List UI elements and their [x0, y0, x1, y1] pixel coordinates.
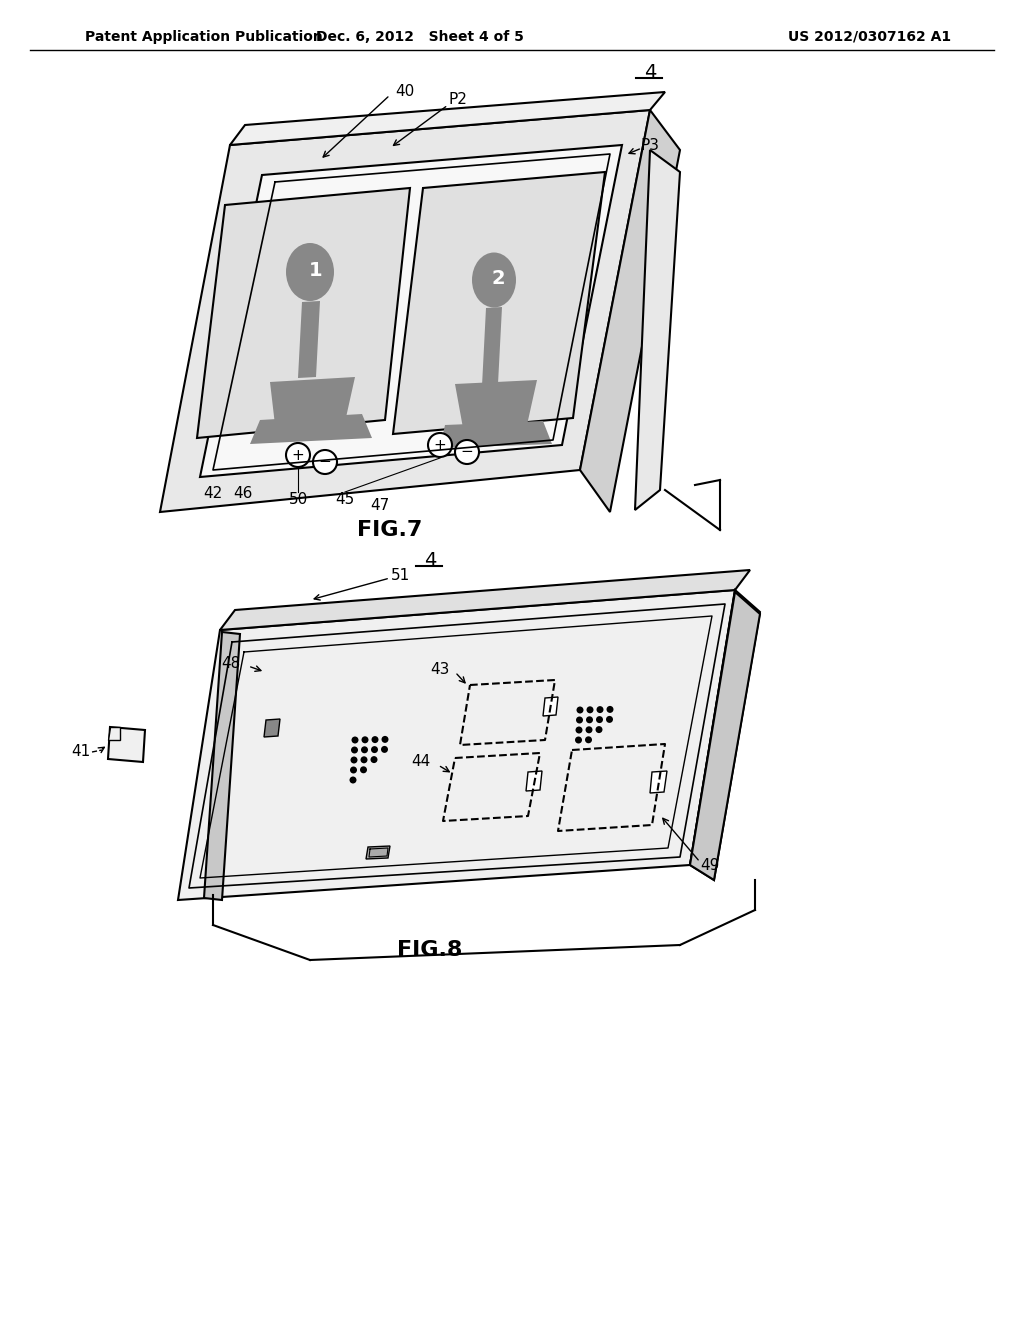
Text: 43: 43: [431, 663, 450, 677]
Polygon shape: [690, 591, 760, 880]
Text: 50: 50: [289, 492, 307, 507]
Circle shape: [596, 715, 603, 723]
Circle shape: [596, 726, 602, 733]
Circle shape: [381, 746, 388, 752]
Text: FIG.7: FIG.7: [357, 520, 423, 540]
Polygon shape: [270, 378, 355, 425]
Text: 48: 48: [221, 656, 240, 671]
Circle shape: [351, 747, 358, 754]
Text: 46: 46: [233, 487, 253, 502]
Polygon shape: [526, 771, 542, 791]
Circle shape: [371, 756, 378, 763]
Polygon shape: [200, 145, 622, 477]
Polygon shape: [543, 697, 558, 715]
Text: Dec. 6, 2012   Sheet 4 of 5: Dec. 6, 2012 Sheet 4 of 5: [316, 30, 524, 44]
Circle shape: [371, 746, 378, 754]
Text: 2: 2: [492, 268, 505, 288]
Text: FIG.8: FIG.8: [397, 940, 463, 960]
Polygon shape: [204, 632, 240, 900]
Circle shape: [349, 776, 356, 784]
Circle shape: [597, 706, 603, 713]
Polygon shape: [108, 727, 120, 741]
Text: 49: 49: [700, 858, 720, 873]
Text: 40: 40: [395, 84, 415, 99]
Text: 42: 42: [204, 487, 222, 502]
Polygon shape: [264, 719, 280, 737]
Circle shape: [360, 756, 368, 763]
Polygon shape: [298, 301, 319, 378]
Circle shape: [586, 717, 593, 723]
Text: +: +: [292, 447, 304, 462]
Text: US 2012/0307162 A1: US 2012/0307162 A1: [788, 30, 951, 44]
Text: 44: 44: [411, 755, 430, 770]
Circle shape: [577, 706, 584, 714]
Text: P3: P3: [640, 137, 659, 153]
Polygon shape: [393, 172, 605, 434]
Ellipse shape: [472, 252, 516, 308]
Polygon shape: [455, 380, 537, 428]
Ellipse shape: [286, 243, 334, 301]
Polygon shape: [160, 110, 650, 512]
Text: −: −: [461, 445, 473, 459]
Polygon shape: [108, 727, 145, 762]
Polygon shape: [580, 110, 680, 512]
Circle shape: [286, 444, 310, 467]
Circle shape: [350, 767, 357, 774]
Circle shape: [575, 726, 583, 734]
Circle shape: [361, 737, 369, 743]
Circle shape: [361, 746, 368, 754]
Polygon shape: [220, 570, 750, 630]
Polygon shape: [250, 414, 372, 444]
Polygon shape: [230, 92, 665, 145]
Circle shape: [575, 737, 582, 743]
Text: 4: 4: [424, 550, 436, 569]
Text: 51: 51: [390, 568, 410, 582]
Polygon shape: [635, 150, 680, 510]
Circle shape: [575, 717, 583, 723]
Circle shape: [606, 706, 613, 713]
Circle shape: [382, 737, 388, 743]
Text: −: −: [318, 454, 332, 470]
Polygon shape: [197, 187, 410, 438]
Circle shape: [350, 756, 357, 763]
Circle shape: [606, 715, 613, 723]
Text: 41: 41: [71, 744, 90, 759]
Text: 45: 45: [336, 492, 354, 507]
Circle shape: [360, 767, 367, 774]
Polygon shape: [178, 590, 735, 900]
Text: 4: 4: [644, 62, 656, 82]
Text: P2: P2: [449, 92, 467, 107]
Circle shape: [585, 737, 592, 743]
Text: Patent Application Publication: Patent Application Publication: [85, 30, 323, 44]
Text: 47: 47: [371, 499, 389, 513]
Circle shape: [351, 737, 358, 743]
Circle shape: [428, 433, 452, 457]
Circle shape: [587, 706, 594, 713]
Polygon shape: [482, 308, 502, 385]
Polygon shape: [690, 590, 760, 880]
Circle shape: [586, 726, 593, 734]
Polygon shape: [366, 846, 390, 859]
Circle shape: [313, 450, 337, 474]
Polygon shape: [440, 421, 552, 447]
Polygon shape: [650, 771, 667, 793]
Circle shape: [372, 737, 379, 743]
Text: 1: 1: [309, 260, 323, 280]
Circle shape: [455, 440, 479, 465]
Text: +: +: [433, 437, 446, 453]
